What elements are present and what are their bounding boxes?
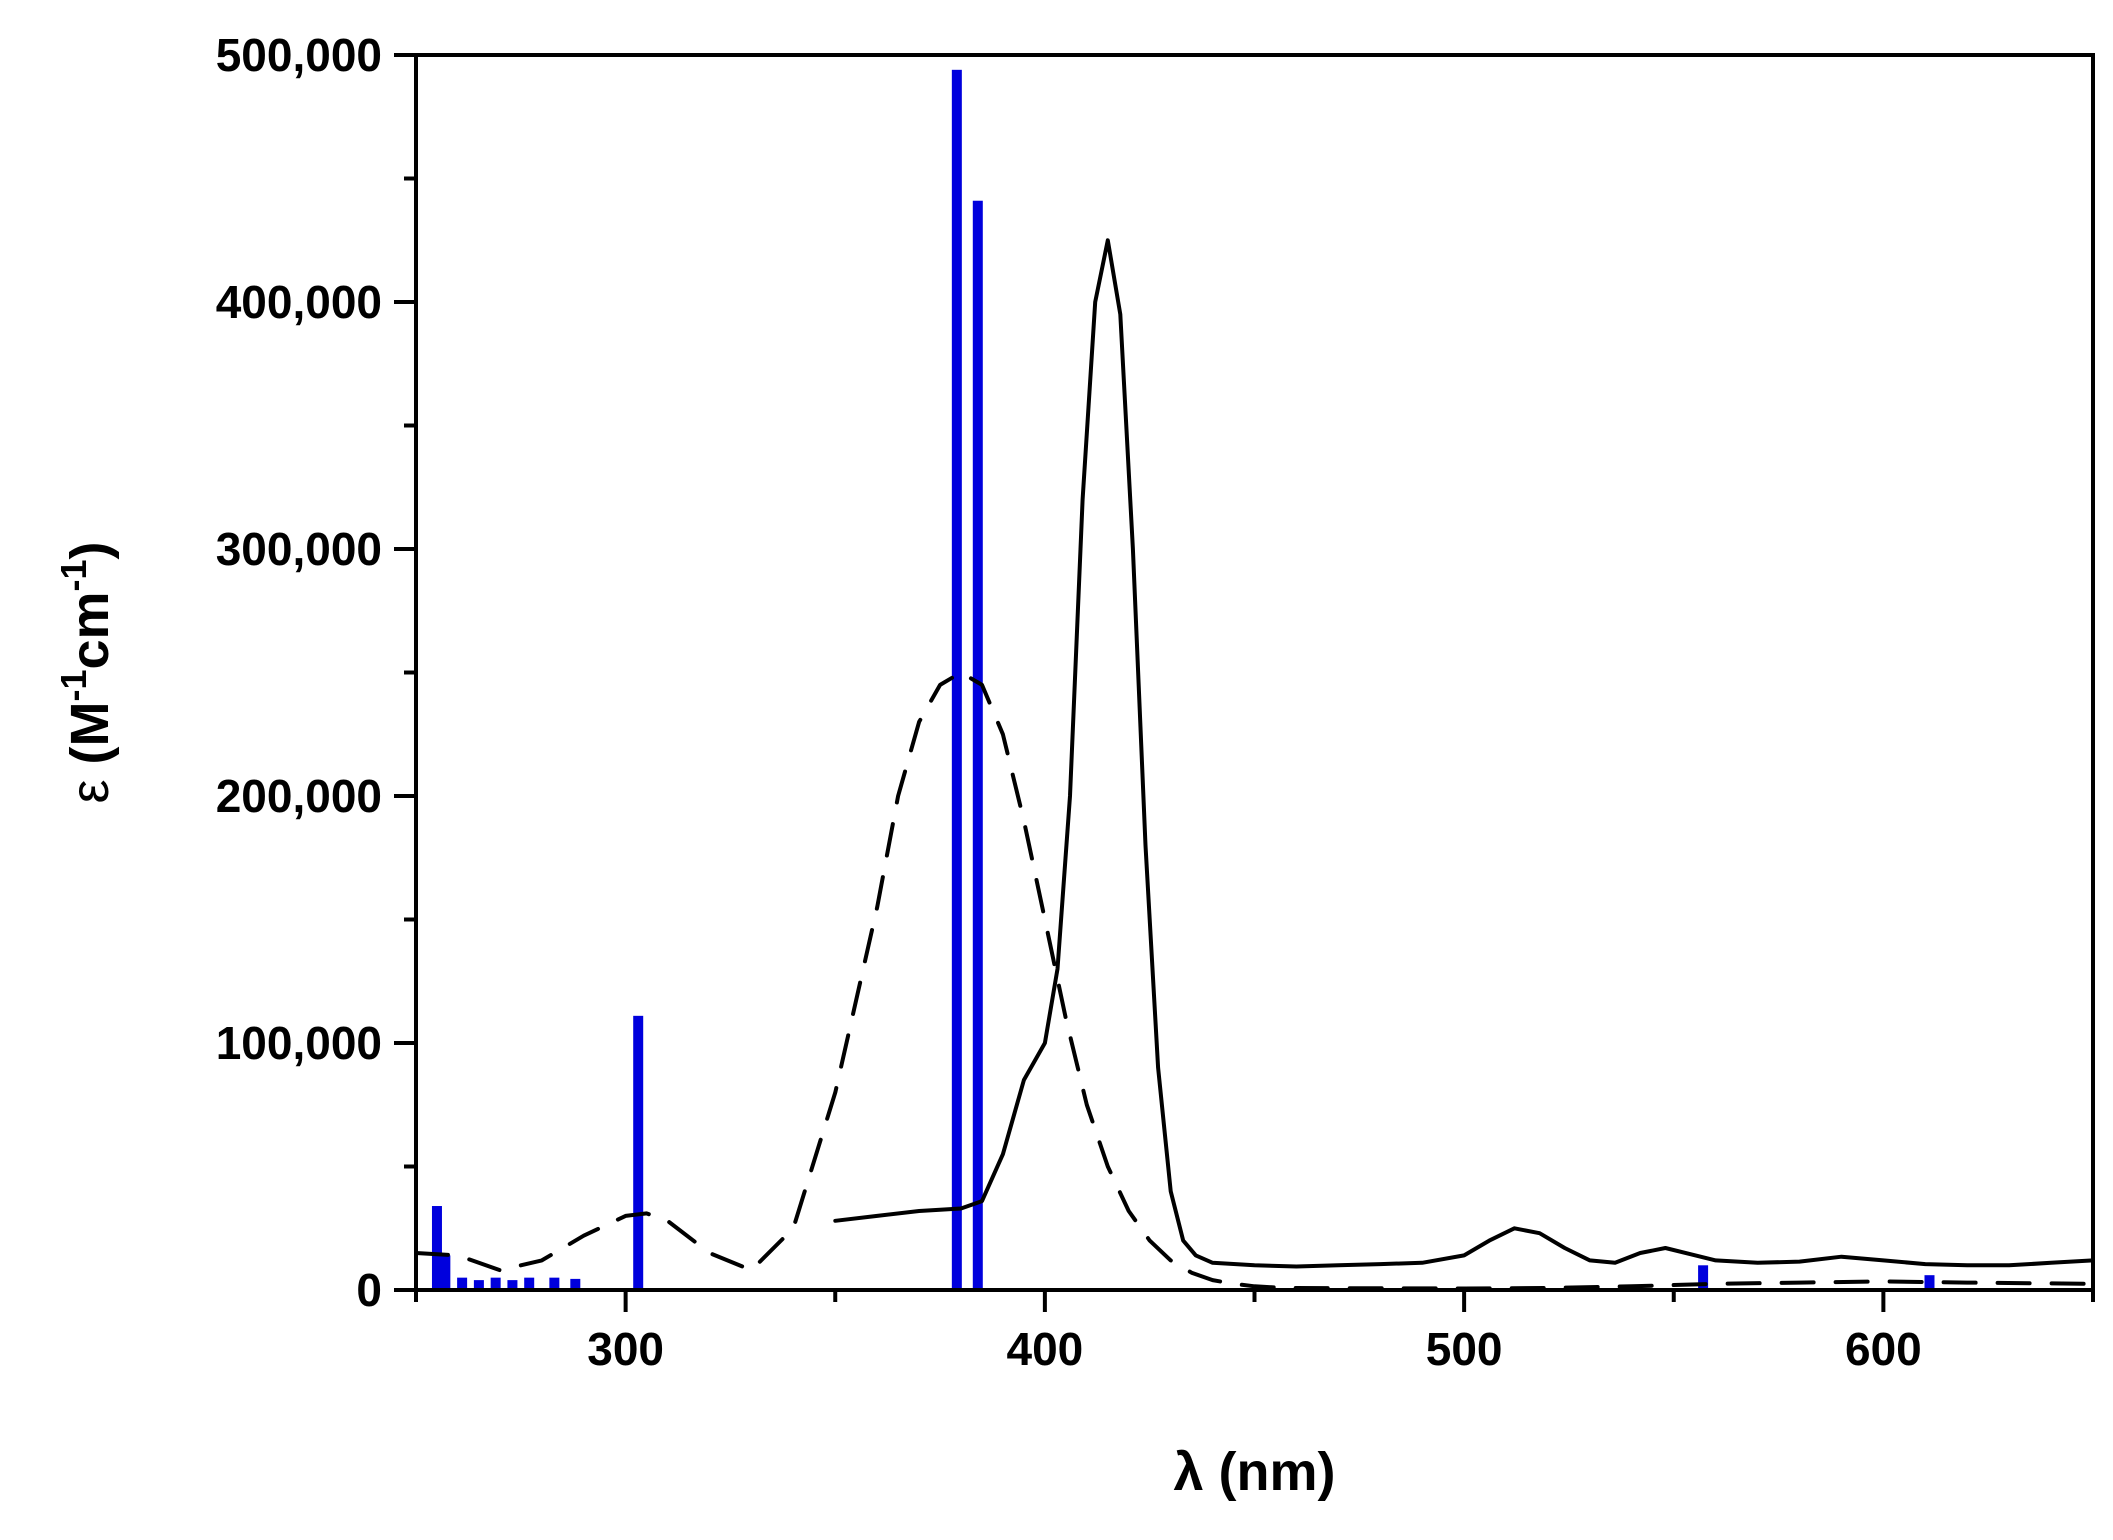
y-axis-exp1: -1 bbox=[53, 669, 94, 701]
stick-bar bbox=[1698, 1265, 1709, 1290]
stick-bar bbox=[633, 1015, 644, 1290]
stick-bar bbox=[972, 200, 983, 1291]
stick-bar bbox=[473, 1280, 484, 1290]
stick-bar bbox=[431, 1206, 442, 1290]
y-axis-title: ε (M-1cm-1) bbox=[53, 541, 120, 803]
y-tick-label: 200,000 bbox=[216, 770, 382, 822]
stick-bar bbox=[524, 1277, 535, 1290]
dashed-spectrum-line bbox=[414, 670, 2095, 1291]
x-axis-title: λ (nm) bbox=[1174, 1442, 1336, 1502]
line-series-group bbox=[414, 238, 2095, 1291]
stick-bar bbox=[1924, 1275, 1935, 1290]
stick-series bbox=[431, 69, 1935, 1291]
y-axis-unit-close: ) bbox=[60, 541, 120, 559]
y-axis-exp2: -1 bbox=[53, 559, 94, 591]
x-axis-ticks: 300 400 500 600 bbox=[414, 1290, 2095, 1375]
y-tick-label: 100,000 bbox=[216, 1017, 382, 1069]
stick-bar bbox=[490, 1277, 501, 1290]
stick-bar bbox=[951, 69, 962, 1291]
y-axis-ticks: 0 100,000 200,000 300,000 400,000 500,000 bbox=[216, 29, 416, 1316]
stick-bar bbox=[549, 1277, 560, 1290]
x-tick-label: 600 bbox=[1845, 1323, 1922, 1375]
y-tick-label: 300,000 bbox=[216, 523, 382, 575]
x-tick-label: 300 bbox=[587, 1323, 664, 1375]
stick-bar bbox=[440, 1255, 451, 1290]
stick-bar bbox=[507, 1280, 518, 1290]
stick-bar bbox=[570, 1278, 581, 1290]
plot-frame bbox=[414, 53, 2095, 1292]
x-tick-label: 400 bbox=[1007, 1323, 1084, 1375]
y-axis-unit-open: (M bbox=[60, 702, 120, 780]
y-tick-label: 0 bbox=[356, 1264, 382, 1316]
solid-spectrum-line bbox=[833, 238, 2095, 1269]
y-tick-label: 500,000 bbox=[216, 29, 382, 81]
stick-bar bbox=[457, 1277, 468, 1290]
x-tick-label: 500 bbox=[1426, 1323, 1503, 1375]
y-axis-symbol: ε bbox=[60, 779, 120, 803]
y-tick-label: 400,000 bbox=[216, 276, 382, 328]
y-axis-unit-mid: cm bbox=[60, 591, 120, 669]
